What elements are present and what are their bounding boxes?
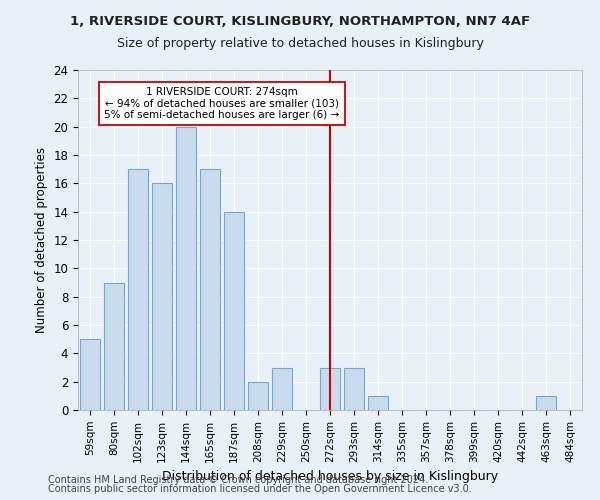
Bar	[344, 368, 364, 410]
Bar	[368, 396, 388, 410]
Y-axis label: Number of detached properties: Number of detached properties	[35, 147, 48, 333]
Text: 1 RIVERSIDE COURT: 274sqm
← 94% of detached houses are smaller (103)
5% of semi-: 1 RIVERSIDE COURT: 274sqm ← 94% of detac…	[104, 87, 340, 120]
Text: Contains HM Land Registry data © Crown copyright and database right 2024.: Contains HM Land Registry data © Crown c…	[48, 475, 428, 485]
Text: 1, RIVERSIDE COURT, KISLINGBURY, NORTHAMPTON, NN7 4AF: 1, RIVERSIDE COURT, KISLINGBURY, NORTHAM…	[70, 15, 530, 28]
Bar	[224, 212, 244, 410]
Bar	[272, 368, 292, 410]
Bar	[248, 382, 268, 410]
Bar	[104, 282, 124, 410]
Bar	[320, 368, 340, 410]
Text: Size of property relative to detached houses in Kislingbury: Size of property relative to detached ho…	[116, 38, 484, 51]
Bar	[536, 396, 556, 410]
Bar	[80, 339, 100, 410]
Bar	[200, 169, 220, 410]
Bar	[152, 184, 172, 410]
Bar	[128, 169, 148, 410]
Bar	[176, 126, 196, 410]
Text: Contains public sector information licensed under the Open Government Licence v3: Contains public sector information licen…	[48, 484, 472, 494]
X-axis label: Distribution of detached houses by size in Kislingbury: Distribution of detached houses by size …	[162, 470, 498, 483]
